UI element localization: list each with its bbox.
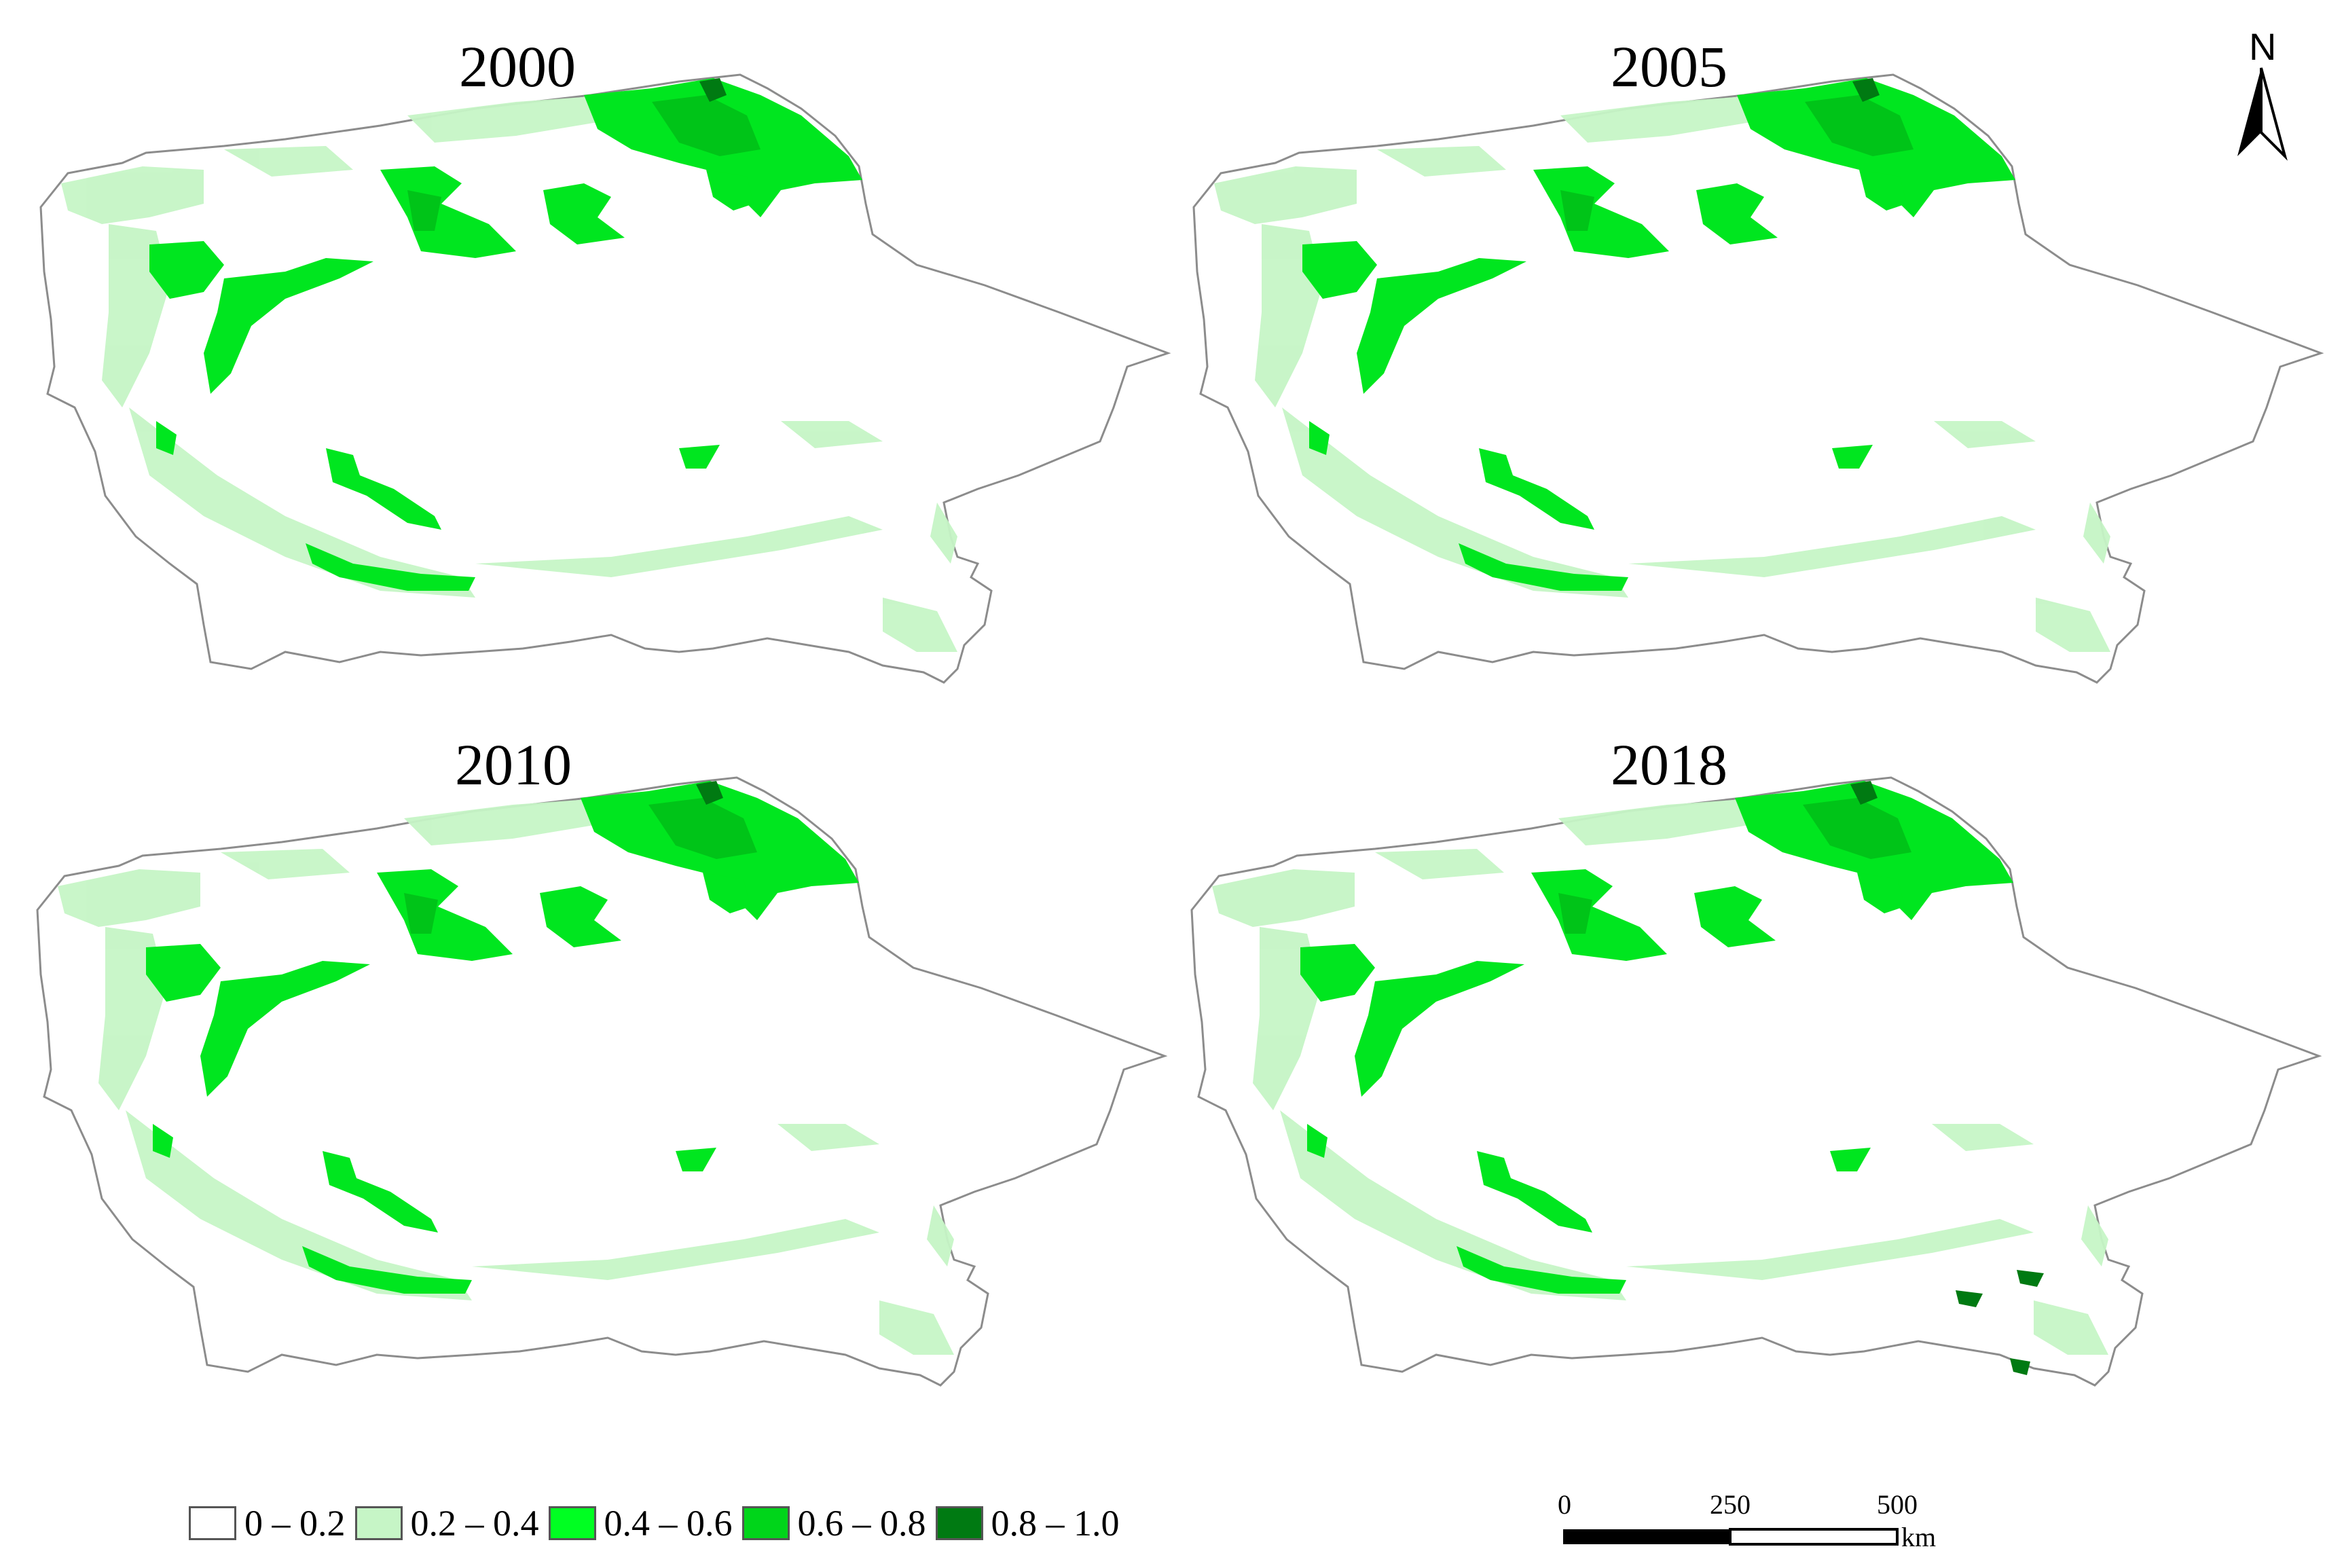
legend-item: 0.2 – 0.4: [354, 1502, 539, 1544]
legend-item: 0.4 – 0.6: [548, 1502, 733, 1544]
panel-title: 2010: [455, 732, 572, 797]
panel-title: 2000: [459, 34, 576, 99]
legend-label: 0.4 – 0.6: [604, 1503, 733, 1544]
legend-item: 0 – 0.2: [189, 1502, 346, 1544]
legend: 0 – 0.2 0.2 – 0.4 0.4 – 0.6 0.6 – 0.8 0.…: [189, 1499, 1129, 1547]
legend-swatch: [548, 1506, 596, 1540]
scale-bar: [1563, 1528, 1899, 1546]
legend-label: 0 – 0.2: [244, 1503, 346, 1544]
map-2010: [36, 776, 1166, 1387]
legend-swatch: [189, 1506, 236, 1540]
legend-label: 0.6 – 0.8: [797, 1503, 926, 1544]
legend-swatch: [354, 1506, 403, 1540]
map-2018-extra-patches: [1956, 1270, 2044, 1375]
legend-item: 0.8 – 1.0: [935, 1502, 1120, 1544]
map-2005: [1192, 73, 2322, 684]
north-arrow-icon: [2237, 67, 2288, 161]
scale-unit: km: [1901, 1522, 1937, 1552]
scale-tick-500: 500: [1877, 1489, 1918, 1520]
scale-tick-250: 250: [1710, 1489, 1751, 1520]
legend-label: 0.2 – 0.4: [410, 1503, 539, 1544]
north-label: N: [2249, 25, 2277, 68]
scale-tick-0: 0: [1558, 1489, 1571, 1520]
map-2000: [39, 73, 1169, 684]
panel-title: 2005: [1611, 34, 1727, 99]
legend-swatch: [935, 1506, 983, 1540]
panel-title: 2018: [1611, 732, 1727, 797]
legend-item: 0.6 – 0.8: [741, 1502, 926, 1544]
legend-swatch: [741, 1506, 790, 1540]
map-2018: [1190, 776, 2320, 1387]
legend-label: 0.8 – 1.0: [991, 1503, 1120, 1544]
